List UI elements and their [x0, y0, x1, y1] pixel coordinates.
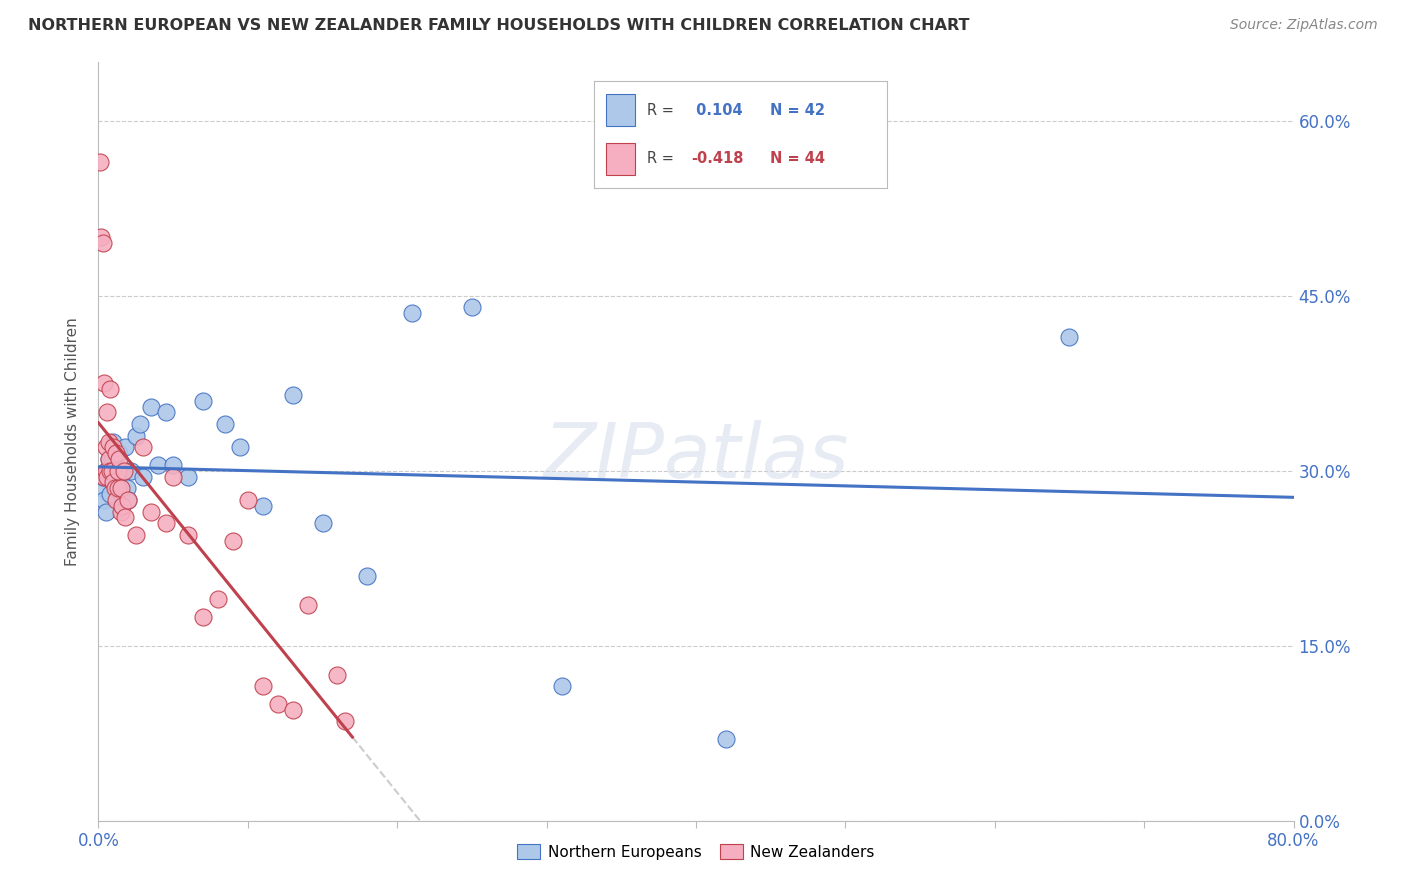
Point [97, 452, 120, 467]
Point [89, 154, 111, 169]
Point [103, 441, 125, 455]
Text: ZIPatlas: ZIPatlas [543, 420, 849, 493]
Point [94, 441, 117, 455]
Point [155, 516, 177, 531]
Point [191, 393, 214, 408]
Point [98, 487, 122, 501]
Point [229, 441, 252, 455]
Point [326, 668, 349, 682]
Point [125, 528, 148, 542]
Point [191, 609, 214, 624]
Point [120, 464, 142, 478]
Point [148, 458, 170, 472]
Point [207, 592, 229, 607]
Point [111, 499, 134, 513]
Point [356, 568, 378, 582]
Point [96, 405, 118, 419]
Point [297, 598, 319, 612]
Text: Source: ZipAtlas.com: Source: ZipAtlas.com [1230, 18, 1378, 32]
Point [114, 441, 136, 455]
Point [114, 510, 136, 524]
Point [252, 499, 274, 513]
Point [139, 400, 162, 414]
Point [110, 481, 132, 495]
Point [105, 469, 128, 483]
Point [110, 487, 132, 501]
Point [97, 434, 120, 449]
Point [139, 504, 162, 518]
Point [90, 481, 112, 495]
Text: NORTHERN EUROPEAN VS NEW ZEALANDER FAMILY HOUSEHOLDS WITH CHILDREN CORRELATION C: NORTHERN EUROPEAN VS NEW ZEALANDER FAMIL… [28, 18, 970, 33]
Point [96, 464, 118, 478]
Point [117, 492, 139, 507]
Point [311, 516, 333, 531]
Point [281, 388, 304, 402]
Point [117, 492, 139, 507]
Point [103, 434, 125, 449]
Point [222, 533, 245, 548]
Point [97, 452, 120, 467]
Point [108, 452, 131, 467]
Point [333, 714, 356, 729]
Point [96, 469, 118, 483]
Point [97, 469, 120, 483]
Point [401, 306, 423, 320]
Point [104, 464, 127, 478]
Point [132, 469, 155, 483]
Point [91, 469, 114, 483]
Point [115, 481, 138, 495]
Point [461, 301, 484, 315]
Point [98, 464, 122, 478]
Point [129, 417, 152, 431]
Point [252, 680, 274, 694]
Point [112, 464, 135, 478]
Point [107, 481, 129, 495]
Point [112, 464, 135, 478]
Point [714, 731, 737, 746]
Point [104, 481, 127, 495]
Point [93, 492, 115, 507]
Point [94, 464, 117, 478]
Point [107, 464, 129, 478]
Point [177, 469, 200, 483]
Point [108, 446, 131, 460]
Point [94, 504, 117, 518]
Point [101, 464, 124, 478]
Point [90, 230, 112, 244]
Point [1059, 329, 1081, 343]
Point [110, 504, 132, 518]
Point [125, 428, 148, 442]
Point [162, 458, 184, 472]
Point [132, 441, 155, 455]
Point [177, 528, 200, 542]
Point [111, 499, 134, 513]
Point [107, 481, 129, 495]
Point [236, 492, 259, 507]
Point [214, 417, 236, 431]
Point [91, 236, 114, 251]
Point [155, 405, 177, 419]
Point [94, 464, 117, 478]
Point [105, 446, 128, 460]
Point [103, 475, 125, 490]
Y-axis label: Family Households with Children: Family Households with Children [65, 318, 80, 566]
Legend: Northern Europeans, New Zealanders: Northern Europeans, New Zealanders [510, 838, 882, 866]
Point [105, 492, 128, 507]
Point [98, 382, 122, 396]
Point [267, 697, 290, 711]
Point [281, 703, 304, 717]
Point [550, 680, 572, 694]
Point [101, 452, 124, 467]
Point [93, 469, 115, 483]
Point [93, 376, 115, 391]
Point [162, 469, 184, 483]
